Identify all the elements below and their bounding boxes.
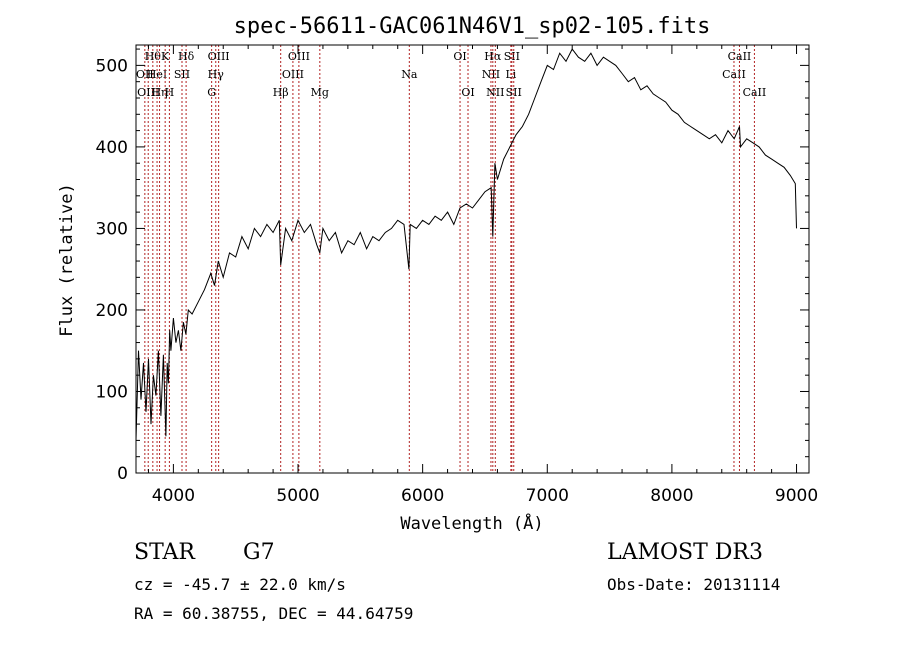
survey-name: LAMOST DR3 bbox=[607, 540, 763, 565]
line-marker-label-12: Hβ bbox=[273, 86, 289, 99]
x-axis: 4000 5000 6000 7000 8000 9000 bbox=[147, 45, 818, 506]
line-marker-label-24: SII bbox=[506, 86, 522, 99]
line-marker-label-6: H bbox=[165, 86, 175, 99]
line-marker-label-16: Na bbox=[401, 68, 418, 81]
coordinates: RA = 60.38755, DEC = 44.64759 bbox=[134, 604, 414, 623]
x-tick-label-1: 5000 bbox=[276, 486, 319, 506]
line-marker-label-15: Mg bbox=[311, 86, 329, 99]
x-axis-label: Wavelength (Å) bbox=[400, 512, 543, 534]
line-markers: OII OIII Hθ HeI Hη K H SII Hδ G Hγ OIII Hβ OIII OIII Mg… bbox=[136, 45, 766, 473]
line-marker-label-2: Hθ bbox=[145, 50, 162, 63]
line-marker-label-18: OI bbox=[461, 86, 474, 99]
object-subclass: G7 bbox=[243, 540, 275, 565]
y-tick-label-2: 200 bbox=[96, 301, 128, 321]
line-marker-label-8: Hδ bbox=[178, 50, 195, 63]
spectrum-line bbox=[135, 48, 797, 441]
line-marker-label-21: NII bbox=[486, 86, 504, 99]
line-marker-label-3: HeI bbox=[147, 68, 167, 81]
y-tick-label-1: 100 bbox=[96, 382, 128, 402]
line-marker-label-14: OIII bbox=[288, 50, 310, 63]
x-tick-label-5: 9000 bbox=[775, 486, 818, 506]
line-marker-label-26: CaII bbox=[728, 50, 752, 63]
x-tick-label-3: 7000 bbox=[526, 486, 569, 506]
line-marker-label-17: OI bbox=[453, 50, 466, 63]
line-marker-label-25: CaII bbox=[722, 68, 746, 81]
line-marker-label-13: OIII bbox=[282, 68, 304, 81]
line-marker-label-4: Hη bbox=[151, 86, 167, 99]
y-axis: 0 100 200 300 400 500 bbox=[96, 48, 809, 484]
line-marker-label-9: G bbox=[207, 86, 216, 99]
line-marker-label-22: Li bbox=[505, 68, 516, 81]
line-marker-label-7: SII bbox=[174, 68, 190, 81]
x-tick-label-0: 4000 bbox=[152, 486, 195, 506]
y-tick-label-4: 400 bbox=[96, 138, 128, 158]
y-tick-label-3: 300 bbox=[96, 219, 128, 239]
line-marker-label-5: K bbox=[161, 50, 170, 63]
line-marker-label-19: NII bbox=[482, 68, 500, 81]
line-marker-label-20: Hα bbox=[484, 50, 502, 63]
x-tick-label-4: 8000 bbox=[650, 486, 693, 506]
line-marker-label-23: SII bbox=[504, 50, 520, 63]
y-tick-label-5: 500 bbox=[96, 56, 128, 76]
spectrum-series bbox=[135, 48, 797, 441]
chart-title: spec-56611-GAC061N46V1_sp02-105.fits bbox=[234, 14, 711, 39]
line-marker-label-0: OII bbox=[136, 68, 154, 81]
line-marker-label-10: Hγ bbox=[208, 68, 225, 81]
object-class: STAR bbox=[134, 540, 195, 565]
line-marker-label-1: OIII bbox=[137, 86, 159, 99]
obs-date: Obs-Date: 20131114 bbox=[607, 575, 781, 594]
y-axis-label: Flux (relative) bbox=[57, 183, 77, 337]
y-tick-label-0: 0 bbox=[117, 464, 128, 484]
redshift-readout: cz = -45.7 ± 22.0 km/s bbox=[134, 575, 346, 594]
line-marker-label-11: OIII bbox=[208, 50, 230, 63]
plot-frame bbox=[135, 44, 810, 474]
line-marker-label-27: CaII bbox=[743, 86, 767, 99]
x-tick-label-2: 6000 bbox=[401, 486, 444, 506]
